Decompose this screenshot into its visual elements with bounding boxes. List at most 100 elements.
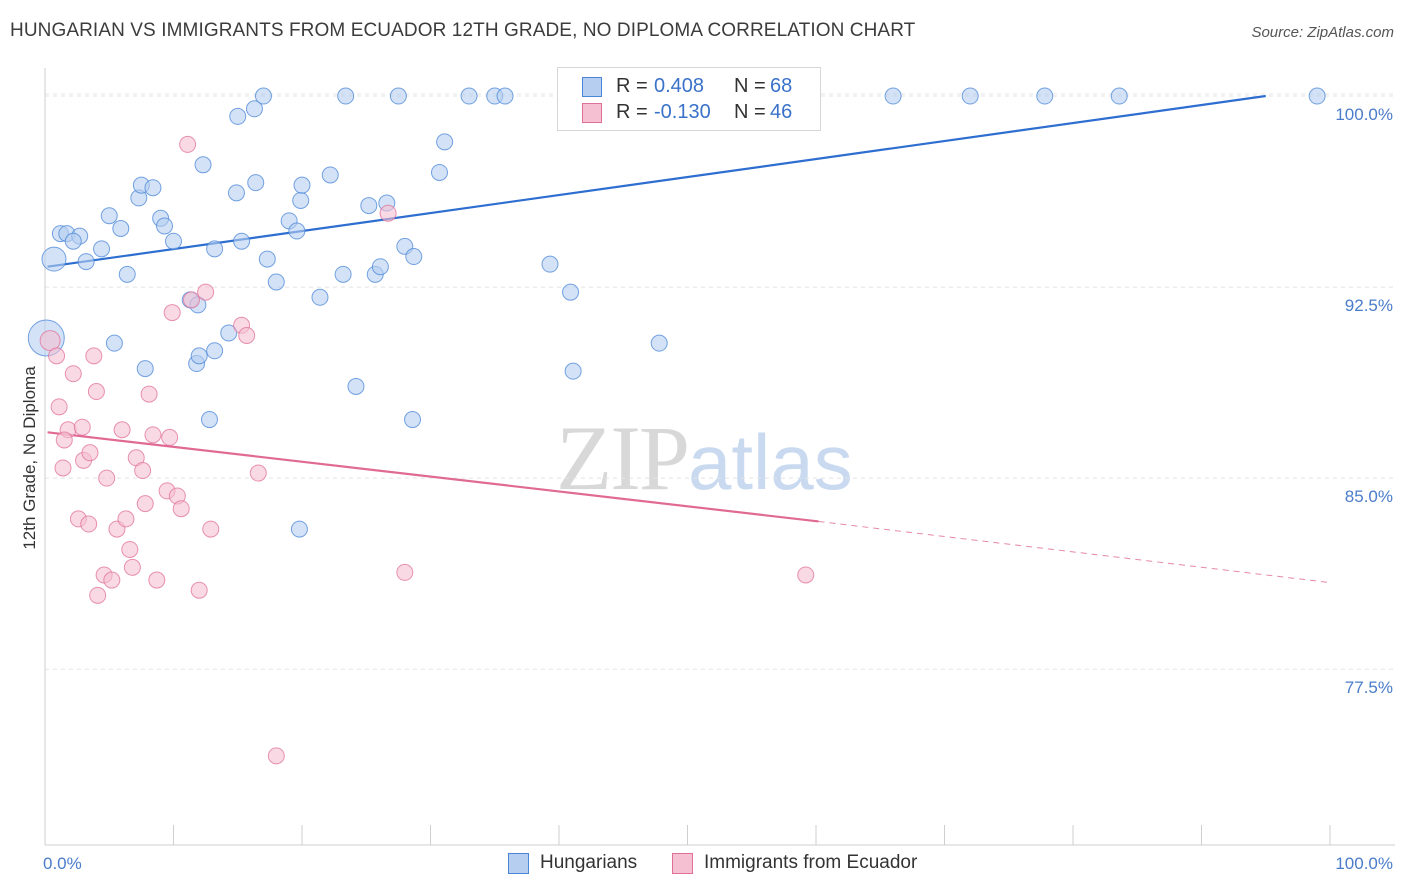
legend-label-ecuador: Immigrants from Ecuador <box>704 852 918 873</box>
ecuador-point <box>113 421 131 439</box>
hungarian-point <box>77 253 95 271</box>
ecuador-point <box>190 581 208 599</box>
correlation-legend: R = 0.408 N = 68 R = -0.130 N = 46 <box>557 67 821 131</box>
ecuador-point <box>172 500 190 518</box>
ecuador-point <box>161 428 179 446</box>
hungarian-point <box>206 240 224 258</box>
hungarian-point <box>206 342 224 360</box>
legend-label-hungarians: Hungarians <box>540 852 638 873</box>
point-layer <box>27 87 1326 765</box>
hungarian-point <box>360 197 378 215</box>
hungarian-point <box>220 324 238 342</box>
hungarian-point <box>229 107 247 125</box>
hungarian-point <box>258 250 276 268</box>
axis-layer <box>44 68 1395 846</box>
legend-r-value: -0.130 <box>654 101 711 123</box>
hungarian-trend-line <box>47 94 1266 268</box>
hungarian-point <box>254 87 272 105</box>
hungarian-point <box>404 411 422 429</box>
legend-r-label: R = <box>616 101 648 123</box>
legend-n-label: N = <box>734 75 766 97</box>
ecuador-trend-extension <box>818 520 1331 584</box>
legend-swatch-blue <box>508 853 529 874</box>
ecuador-point <box>134 462 152 480</box>
ecuador-point <box>267 747 285 765</box>
hungarian-point <box>144 179 162 197</box>
hungarian-point <box>227 184 245 202</box>
ecuador-point <box>123 558 141 576</box>
ecuador-point <box>396 563 414 581</box>
ecuador-point <box>238 326 256 344</box>
hungarian-point <box>136 360 154 378</box>
watermark-zip: ZIP <box>556 407 690 509</box>
ecuador-point <box>87 383 105 401</box>
legend-n-value: 46 <box>770 101 793 123</box>
hungarian-point <box>334 265 352 283</box>
hungarian-point <box>293 176 311 194</box>
hungarian-point <box>100 207 118 225</box>
trend-layer <box>47 94 1331 584</box>
hungarian-point <box>267 273 285 291</box>
zipatlas-watermark: ZIPatlas <box>556 405 853 511</box>
legend-swatch-pink <box>672 853 693 874</box>
ecuador-point <box>80 515 98 533</box>
hungarian-point <box>290 520 308 538</box>
ecuador-point <box>103 571 121 589</box>
hungarian-point <box>541 255 559 273</box>
hungarian-point <box>1308 87 1326 105</box>
chart-title: HUNGARIAN VS IMMIGRANTS FROM ECUADOR 12T… <box>10 20 916 41</box>
hungarian-point <box>564 362 582 380</box>
ecuador-point <box>249 464 267 482</box>
ecuador-point <box>144 426 162 444</box>
x-tick-label: 100.0% <box>1335 854 1393 873</box>
chart-source: Source: ZipAtlas.com <box>1251 24 1394 41</box>
y-tick-label: 92.5% <box>1345 296 1393 315</box>
hungarian-point <box>41 246 67 272</box>
hungarian-point <box>165 232 182 250</box>
y-tick-label: 100.0% <box>1335 105 1393 124</box>
hungarian-point <box>389 87 407 105</box>
hungarian-point <box>371 258 389 276</box>
ecuador-point <box>85 347 103 365</box>
ecuador-point <box>148 571 166 589</box>
legend-r-value: 0.408 <box>654 75 705 97</box>
hungarian-point <box>156 217 174 235</box>
ecuador-point <box>48 347 66 365</box>
hungarian-point <box>292 191 310 209</box>
ecuador-point <box>163 304 181 322</box>
hungarian-point <box>884 87 902 105</box>
ecuador-point <box>73 418 91 436</box>
ecuador-point <box>98 469 116 487</box>
hungarian-point <box>105 334 123 352</box>
hungarian-point <box>1036 87 1054 105</box>
ecuador-point <box>117 510 135 528</box>
ecuador-point <box>121 540 139 558</box>
ecuador-point <box>182 291 200 309</box>
ecuador-point <box>55 431 73 449</box>
ecuador-point <box>797 566 815 584</box>
ecuador-point <box>136 495 154 513</box>
ecuador-point <box>179 135 197 153</box>
legend-swatch-blue <box>582 77 602 97</box>
ecuador-point <box>50 398 68 416</box>
legend-n-value: 68 <box>770 75 793 97</box>
hungarian-point <box>288 222 306 240</box>
ecuador-point <box>140 385 158 403</box>
hungarian-point <box>562 283 580 301</box>
y-axis-label: 12th Grade, No Diploma <box>20 366 39 550</box>
hungarian-point <box>430 163 448 181</box>
hungarian-point <box>460 87 478 105</box>
hungarian-point <box>118 265 136 283</box>
hungarian-point <box>436 133 454 151</box>
y-tick-label: 77.5% <box>1345 678 1393 697</box>
ecuador-trend-line <box>47 431 819 523</box>
hungarian-point <box>650 334 668 352</box>
hungarian-point <box>112 219 130 237</box>
grid-layer <box>45 93 1395 670</box>
watermark-atlas: atlas <box>688 418 853 506</box>
ecuador-point <box>202 520 220 538</box>
ecuador-point <box>197 283 215 301</box>
ecuador-point <box>89 586 107 604</box>
ecuador-point <box>54 459 72 477</box>
